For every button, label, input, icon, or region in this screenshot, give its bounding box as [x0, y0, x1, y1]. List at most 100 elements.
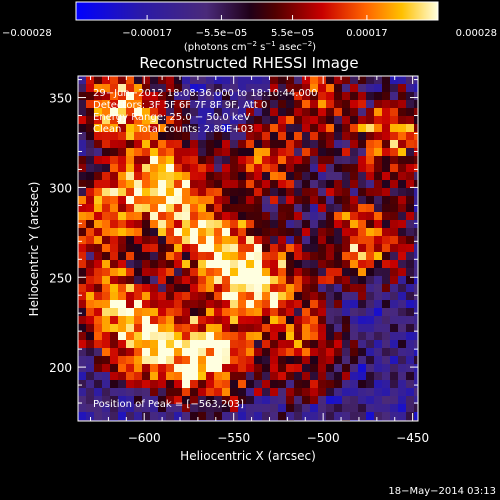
heatmap-cell: [326, 124, 335, 133]
heatmap-cell: [158, 292, 167, 301]
heatmap-cell: [406, 324, 415, 333]
heatmap-cell: [366, 116, 375, 125]
heatmap-cell: [254, 132, 263, 141]
heatmap-cell: [358, 172, 367, 181]
heatmap-cell: [310, 140, 319, 149]
heatmap-cell: [142, 172, 151, 181]
heatmap-cell: [78, 388, 87, 397]
heatmap-cell: [310, 204, 319, 213]
heatmap-cell: [166, 316, 175, 325]
heatmap-cell: [86, 316, 95, 325]
heatmap-cell: [142, 188, 151, 197]
heatmap-cell: [222, 164, 231, 173]
heatmap-cell: [310, 156, 319, 165]
heatmap-cell: [414, 300, 418, 309]
heatmap-cell: [110, 132, 119, 141]
heatmap-cell: [190, 236, 199, 245]
heatmap-cell: [310, 84, 319, 93]
heatmap-cell: [366, 404, 375, 413]
heatmap-cell: [158, 108, 167, 117]
heatmap-cell: [390, 332, 399, 341]
heatmap-cell: [278, 332, 287, 341]
heatmap-cell: [262, 292, 271, 301]
heatmap-cell: [334, 116, 343, 125]
heatmap-cell: [158, 388, 167, 397]
heatmap-cell: [294, 412, 303, 421]
heatmap-cell: [238, 84, 247, 93]
heatmap-cell: [166, 396, 175, 405]
heatmap-cell: [214, 332, 223, 341]
heatmap-cell: [110, 300, 119, 309]
heatmap-cell: [150, 180, 159, 189]
heatmap-cell: [310, 260, 319, 269]
heatmap-cell: [342, 260, 351, 269]
x-tick-label: −450: [396, 431, 429, 445]
heatmap-cell: [262, 76, 271, 85]
heatmap-cell: [214, 396, 223, 405]
heatmap-cell: [182, 324, 191, 333]
chart-title: Reconstructed RHESSI Image: [139, 54, 358, 72]
heatmap-cell: [254, 372, 263, 381]
heatmap-cell: [238, 292, 247, 301]
heatmap-cell: [414, 356, 418, 365]
heatmap-cell: [262, 212, 271, 221]
heatmap-cell: [166, 364, 175, 373]
heatmap-cell: [342, 236, 351, 245]
heatmap-cell: [142, 244, 151, 253]
heatmap-cell: [326, 92, 335, 101]
heatmap-cell: [318, 284, 327, 293]
heatmap-cell: [318, 364, 327, 373]
heatmap-cell: [246, 172, 255, 181]
heatmap-cell: [230, 260, 239, 269]
heatmap-cell: [174, 412, 183, 421]
heatmap-cell: [174, 284, 183, 293]
heatmap-cell: [390, 228, 399, 237]
heatmap-cell: [214, 308, 223, 317]
heatmap-cell: [366, 364, 375, 373]
heatmap-cell: [302, 316, 311, 325]
x-axis-label: Heliocentric X (arcsec): [180, 449, 316, 463]
heatmap-cell: [262, 132, 271, 141]
heatmap-cell: [366, 292, 375, 301]
heatmap-cell: [190, 332, 199, 341]
heatmap-cell: [326, 196, 335, 205]
heatmap-cell: [406, 132, 415, 141]
heatmap-cell: [398, 332, 407, 341]
heatmap-cell: [278, 116, 287, 125]
heatmap-cell: [254, 348, 263, 357]
heatmap-cell: [110, 268, 119, 277]
heatmap-cell: [366, 124, 375, 133]
heatmap-cell: [342, 252, 351, 261]
heatmap-cell: [350, 124, 359, 133]
heatmap-cell: [94, 84, 103, 93]
heatmap-cell: [190, 412, 199, 421]
heatmap-cell: [374, 76, 383, 85]
x-axis: −600 −550 −500 −450: [90, 76, 429, 445]
heatmap-cell: [278, 212, 287, 221]
heatmap-cell: [238, 316, 247, 325]
heatmap-cell: [78, 132, 87, 141]
heatmap-cell: [110, 340, 119, 349]
heatmap-cell: [390, 140, 399, 149]
heatmap-cell: [230, 244, 239, 253]
heatmap-cell: [190, 268, 199, 277]
heatmap-cell: [86, 228, 95, 237]
heatmap-cell: [182, 284, 191, 293]
heatmap-cell: [206, 84, 215, 93]
heatmap-cell: [254, 84, 263, 93]
heatmap-cell: [206, 236, 215, 245]
heatmap-cell: [326, 156, 335, 165]
heatmap-cell: [294, 380, 303, 389]
heatmap-cell: [406, 252, 415, 261]
heatmap-cell: [134, 116, 143, 125]
heatmap-cell: [78, 356, 87, 365]
heatmap-cell: [86, 180, 95, 189]
heatmap-cell: [86, 372, 95, 381]
heatmap-cell: [374, 124, 383, 133]
heatmap-cell: [286, 236, 295, 245]
heatmap-cell: [334, 84, 343, 93]
heatmap-cell: [86, 292, 95, 301]
heatmap-cell: [86, 332, 95, 341]
heatmap-cell: [406, 140, 415, 149]
heatmap-cell: [366, 252, 375, 261]
